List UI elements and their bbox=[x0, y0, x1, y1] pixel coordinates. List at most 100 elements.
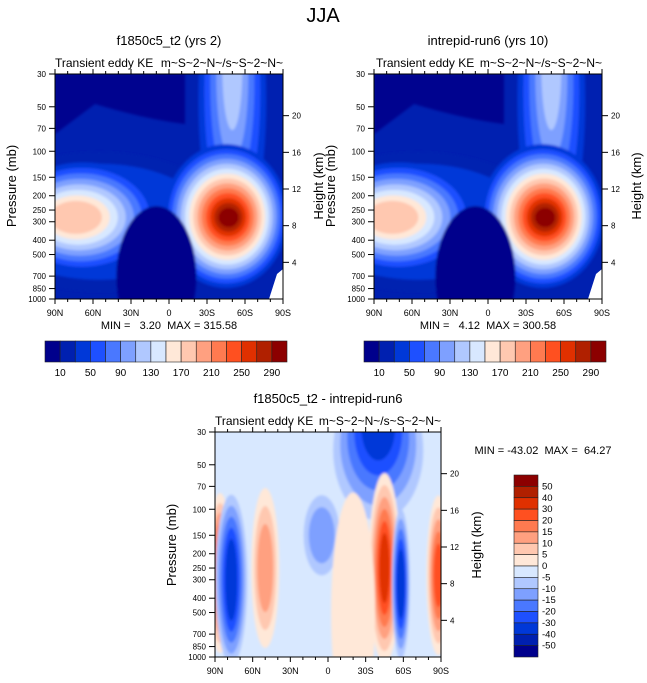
y-tick-label: 150 bbox=[352, 173, 366, 182]
y-right-tick-label: 12 bbox=[611, 185, 620, 194]
panel-1-contour-field bbox=[55, 74, 283, 299]
panel-3-ylabel: Pressure (mb) bbox=[164, 504, 179, 586]
contour-band bbox=[308, 507, 335, 564]
contour-band bbox=[218, 207, 239, 228]
colorbar-label: 30 bbox=[542, 504, 553, 515]
panel-2-title: intrepid-run6 (yrs 10) bbox=[428, 33, 549, 48]
colorbar-swatch bbox=[195, 340, 212, 363]
y-tick-label: 50 bbox=[356, 103, 365, 112]
panel-1-min-max: MIN = 3.20 MAX = 315.58 bbox=[101, 320, 237, 332]
y-tick-label: 70 bbox=[356, 124, 365, 133]
colorbar-swatch bbox=[105, 340, 121, 363]
colorbar-swatch bbox=[256, 340, 273, 363]
colorbar-label: -10 bbox=[542, 584, 556, 595]
y-tick-label: 100 bbox=[33, 147, 47, 156]
x-tick-label: 30S bbox=[358, 666, 374, 676]
colorbar-label: 10 bbox=[542, 538, 553, 549]
x-tick-label: 60N bbox=[85, 308, 102, 318]
colorbar-swatch bbox=[513, 554, 539, 567]
colorbar-label: 170 bbox=[492, 368, 509, 379]
colorbar-swatch bbox=[513, 531, 539, 544]
colorbar-label: 210 bbox=[522, 368, 539, 379]
colorbar-label: 50 bbox=[404, 368, 416, 379]
colorbar-swatch bbox=[545, 340, 561, 363]
colorbar-swatch bbox=[226, 340, 242, 363]
x-tick-label: 30N bbox=[123, 308, 140, 318]
panel-2-contour-field bbox=[374, 74, 602, 299]
colorbar-swatch bbox=[513, 645, 539, 658]
colorbar-swatch bbox=[424, 340, 440, 363]
colorbar-label: -15 bbox=[542, 595, 556, 606]
colorbar-swatch bbox=[513, 565, 539, 578]
y-tick-label: 700 bbox=[33, 272, 47, 281]
colorbar-swatch bbox=[211, 340, 227, 363]
panel-3-ylabel-right: Height (km) bbox=[469, 511, 484, 578]
contour-band bbox=[379, 533, 390, 604]
contour-band bbox=[435, 206, 516, 299]
colorbar-swatch bbox=[513, 611, 539, 624]
y-tick-label: 250 bbox=[193, 564, 207, 573]
y-tick-label: 300 bbox=[33, 218, 47, 227]
colorbar-swatch bbox=[74, 340, 91, 363]
y-right-tick-label: 20 bbox=[450, 470, 459, 479]
contour-band bbox=[222, 74, 243, 130]
colorbar-swatch bbox=[513, 542, 539, 555]
colorbar-label: 40 bbox=[542, 493, 553, 504]
panel-3-left-string: Transient eddy KE bbox=[215, 414, 313, 428]
x-tick-label: 90S bbox=[433, 666, 449, 676]
colorbar-label: -5 bbox=[542, 572, 550, 583]
x-tick-label: 90N bbox=[207, 666, 224, 676]
x-tick-label: 60N bbox=[244, 666, 261, 676]
colorbar-label: 290 bbox=[583, 368, 600, 379]
panel-1-axes: 90N 60N 30N 0 30S 60S 90S 30 50 70 100 150 200 250 300… bbox=[28, 69, 301, 318]
contour-band bbox=[225, 538, 238, 621]
contour-band bbox=[541, 74, 562, 130]
y-right-tick-label: 8 bbox=[450, 580, 455, 589]
panel-3-right-string: m~S~2~N~/s~S~2~N~ bbox=[319, 414, 441, 428]
y-tick-label: 400 bbox=[193, 594, 207, 603]
colorbar-swatch bbox=[409, 340, 425, 363]
colorbar-label: 210 bbox=[203, 368, 220, 379]
x-tick-label: 90N bbox=[47, 308, 64, 318]
colorbar-swatch bbox=[135, 340, 152, 363]
panel-2-min-max: MIN = 4.12 MAX = 300.58 bbox=[420, 320, 556, 332]
panel-3-title: f1850c5_t2 - intrepid-run6 bbox=[254, 391, 403, 406]
y-right-tick-label: 16 bbox=[611, 148, 620, 157]
panel-1-ylabel-right: Height (km) bbox=[311, 152, 326, 219]
colorbar-swatch bbox=[90, 340, 106, 363]
colorbar-swatch bbox=[469, 340, 486, 363]
colorbar-label: 0 bbox=[542, 561, 547, 572]
colorbar-swatch bbox=[363, 340, 380, 363]
y-tick-label: 850 bbox=[352, 285, 366, 294]
colorbar-swatch bbox=[241, 340, 258, 363]
colorbar-label: 290 bbox=[264, 368, 281, 379]
y-tick-label: 1000 bbox=[347, 295, 365, 304]
y-tick-label: 1000 bbox=[28, 295, 46, 304]
panel-3-axes: 90N 60N 30N 0 30S 60S 90S 30 50 70 100 150 200 250 300… bbox=[188, 427, 459, 676]
colorbar-swatch bbox=[120, 340, 137, 363]
panel-2-axes: 90N 60N 30N 0 30S 60S 90S 30 50 70 100 150 200 250 300… bbox=[347, 69, 620, 318]
y-right-tick-label: 12 bbox=[292, 185, 301, 194]
contour-band bbox=[535, 207, 556, 228]
missing-data-region bbox=[269, 269, 283, 299]
colorbar-label: -40 bbox=[542, 629, 556, 640]
y-tick-label: 150 bbox=[193, 531, 207, 540]
y-tick-label: 30 bbox=[197, 428, 206, 437]
y-tick-label: 1000 bbox=[188, 653, 206, 662]
contour-band bbox=[55, 74, 185, 134]
panel-3: f1850c5_t2 - intrepid-run6 Transient edd… bbox=[164, 391, 612, 676]
page-title: JJA bbox=[306, 5, 340, 27]
y-right-tick-label: 16 bbox=[450, 506, 459, 515]
y-right-tick-label: 12 bbox=[450, 543, 459, 552]
panel-3-min-max: MIN = -43.02 MAX = 64.27 bbox=[475, 445, 612, 457]
colorbar-swatch bbox=[513, 508, 539, 521]
contour-band bbox=[331, 492, 376, 657]
y-right-tick-label: 8 bbox=[611, 222, 616, 231]
colorbar-swatch bbox=[513, 599, 539, 612]
y-tick-label: 200 bbox=[352, 192, 366, 201]
colorbar-swatch bbox=[513, 486, 539, 499]
x-tick-label: 60S bbox=[237, 308, 253, 318]
colorbar-swatch bbox=[393, 340, 410, 363]
